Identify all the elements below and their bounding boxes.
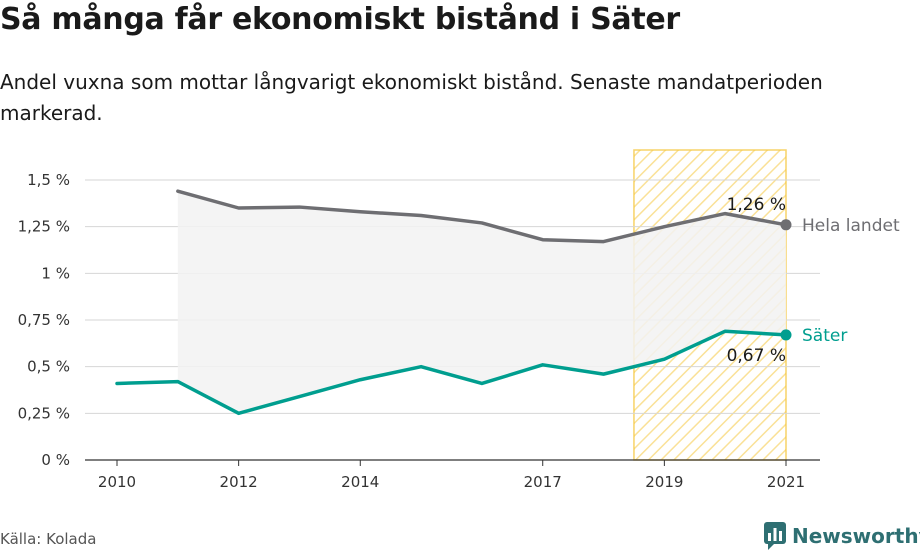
y-tick-label: 0 % bbox=[41, 451, 70, 469]
x-tick-label: 2019 bbox=[645, 473, 683, 491]
x-tick-label: 2010 bbox=[98, 473, 136, 491]
series-line-hela-landet bbox=[176, 189, 788, 244]
series-name-label-hela-landet: Hela landet bbox=[802, 216, 900, 236]
y-tick-label: 0,75 % bbox=[18, 311, 70, 329]
y-tick-label: 0,5 % bbox=[27, 358, 70, 376]
y-tick-label: 1,25 % bbox=[18, 218, 70, 236]
difference-band bbox=[177, 191, 786, 414]
x-tick-label: 2017 bbox=[524, 473, 562, 491]
source-note: Källa: Kolada bbox=[0, 530, 97, 548]
series-value-label-säter: 0,67 % bbox=[727, 346, 786, 366]
series-value-label-hela-landet: 1,26 % bbox=[727, 195, 786, 215]
series-end-point-säter bbox=[780, 329, 792, 341]
x-tick-label: 2021 bbox=[767, 473, 805, 491]
chart-subtitle: Andel vuxna som mottar långvarigt ekonom… bbox=[0, 70, 823, 125]
series-end-point-hela-landet bbox=[780, 219, 792, 231]
brand-logo: Newsworthy bbox=[764, 520, 920, 552]
series-line-säter bbox=[115, 329, 788, 416]
series-name-label-säter: Säter bbox=[802, 326, 847, 346]
line-chart: 0 % 0,25 % 0,5 % 0,75 % 1 % 1,25 % 1,5 % 2010 20… bbox=[18, 149, 900, 491]
newsworthy-logo-icon bbox=[764, 522, 786, 550]
y-tick-label: 1,5 % bbox=[27, 171, 70, 189]
chart-title: Så många får ekonomiskt bistånd i Säter bbox=[0, 2, 680, 37]
y-tick-label: 0,25 % bbox=[18, 404, 70, 422]
x-tick-label: 2014 bbox=[341, 473, 379, 491]
brand-name: Newsworthy bbox=[792, 524, 920, 548]
x-tick-label: 2012 bbox=[220, 473, 258, 491]
y-tick-label: 1 % bbox=[41, 264, 70, 282]
